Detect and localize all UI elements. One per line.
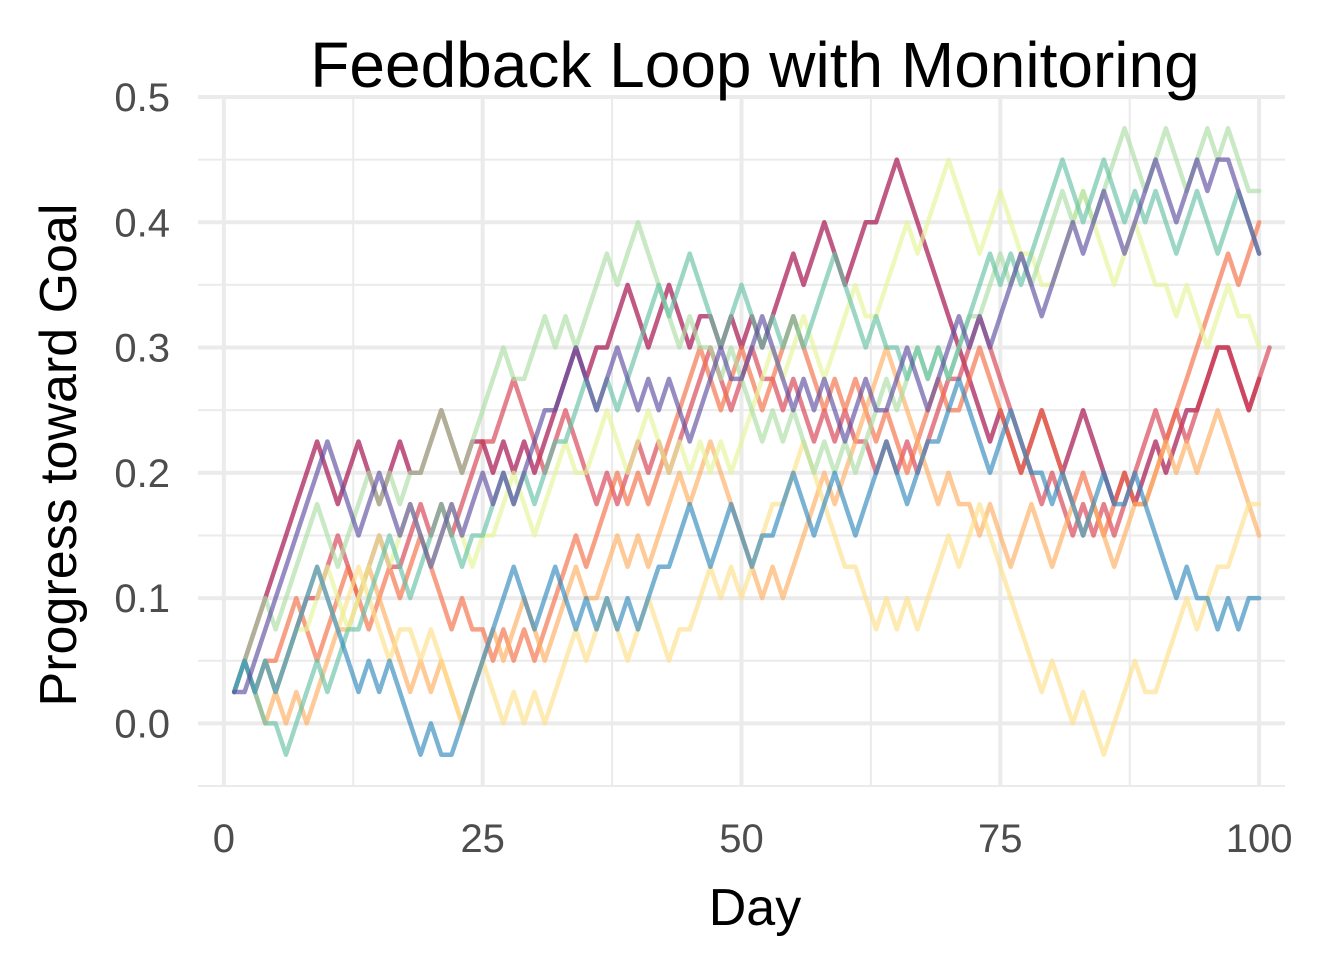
y-axis-title: Progress toward Goal — [30, 204, 88, 707]
x-tick-label: 50 — [719, 817, 764, 861]
series-line-9 — [231, 376, 1262, 757]
series-line-1 — [231, 157, 1262, 695]
series-lines — [231, 126, 1272, 757]
tick-labels: 0 25 50 75 100 0.0 0.1 0.2 0.3 0.4 0.5 — [114, 76, 1292, 861]
y-tick-label: 0.3 — [114, 327, 170, 371]
series-line-8 — [231, 157, 1262, 757]
x-tick-label: 25 — [460, 817, 505, 861]
y-tick-label: 0.4 — [114, 201, 170, 245]
x-axis-title: Day — [709, 879, 801, 937]
series-line-5 — [231, 439, 1262, 757]
x-tick-label: 75 — [978, 817, 1023, 861]
x-tick-label: 0 — [213, 817, 235, 861]
y-tick-label: 0.5 — [114, 76, 170, 120]
y-tick-label: 0.2 — [114, 452, 170, 496]
chart-title: Feedback Loop with Monitoring — [310, 29, 1199, 101]
series-line-6 — [231, 157, 1262, 695]
x-tick-label: 100 — [1226, 817, 1293, 861]
y-tick-label: 0.0 — [114, 702, 170, 746]
series-line-10 — [231, 157, 1262, 695]
y-tick-label: 0.1 — [114, 577, 170, 621]
